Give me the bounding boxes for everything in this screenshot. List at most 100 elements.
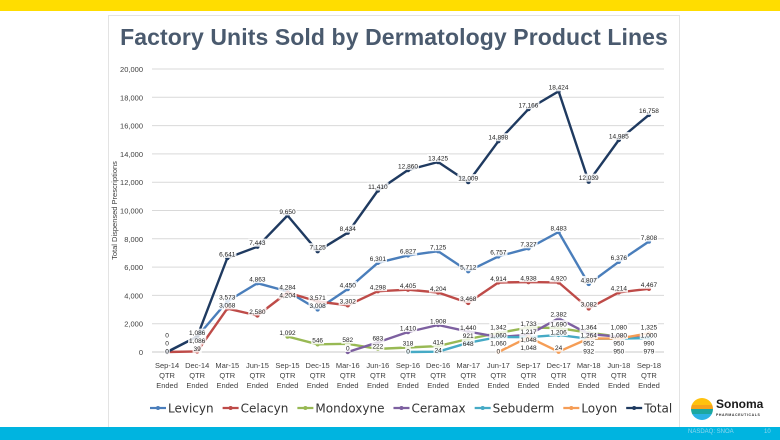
data-label-bg (278, 328, 297, 337)
data-label-ceramax: 2,382 (550, 312, 567, 319)
legend-marker-sebuderm (480, 406, 485, 410)
data-label-bg (433, 346, 443, 355)
data-label-bg (607, 131, 630, 140)
legend-marker-ceramax (399, 406, 404, 410)
data-label-bg (188, 336, 207, 345)
data-label-bg (609, 284, 628, 293)
legend-label-total: Total (643, 402, 672, 416)
data-label-total: 18,424 (549, 85, 569, 92)
data-label-sebuderm: 0 (406, 348, 410, 355)
y-tick-label: 0 (139, 348, 143, 357)
data-label-bg (553, 343, 564, 352)
data-label-total: 6,641 (219, 251, 236, 258)
data-label-bg (248, 275, 267, 284)
x-tick-label: Mar-17 (456, 361, 480, 370)
data-label-bg (519, 319, 538, 328)
data-label-sebuderm: 1,060 (490, 340, 507, 347)
data-label-levicyn: 4,807 (581, 277, 598, 284)
y-tick-label: 16,000 (120, 122, 143, 131)
data-label-bg (398, 324, 418, 333)
data-label-total: 1,086 (189, 338, 206, 345)
data-label-bg (549, 320, 568, 329)
x-tick-label: Mar-16 (336, 361, 360, 370)
y-tick-label: 12,000 (120, 178, 143, 187)
data-label-mondoxyne: 1,080 (611, 324, 628, 331)
data-label-bg (489, 323, 508, 331)
x-tick-label: Ended (156, 381, 178, 390)
data-label-bg (519, 327, 538, 336)
x-tick-label: Jun-18 (607, 361, 630, 370)
x-tick-label: QTR (400, 371, 416, 380)
x-tick-label: Ended (518, 381, 540, 390)
x-tick-label: QTR (370, 371, 386, 380)
legend-marker-total (632, 406, 637, 410)
x-tick-label: Ended (186, 381, 208, 390)
x-tick-label: Jun-16 (366, 361, 389, 370)
x-tick-label: QTR (159, 371, 175, 380)
legend-label-levicyn: Levicyn (168, 402, 214, 416)
data-label-bg (639, 233, 659, 242)
data-label-mondoxyne: 1,364 (581, 324, 598, 331)
data-label-bg (341, 335, 355, 344)
x-tick-label: Sep-18 (637, 361, 661, 370)
y-axis-label: Total Dispensed Prescriptions (110, 161, 119, 260)
data-label-bg (639, 323, 659, 331)
data-label-total: 9,650 (279, 209, 296, 216)
x-tick-label: QTR (430, 371, 446, 380)
x-tick-label: QTR (219, 371, 235, 380)
data-label-sebuderm: 1,048 (520, 337, 537, 344)
data-label-celacyn: 39 (194, 346, 202, 353)
data-label-bg (428, 284, 448, 293)
data-label-levicyn: 0 (165, 332, 169, 339)
data-label-ceramax: 1,217 (520, 329, 537, 336)
y-tick-label: 8,000 (124, 235, 143, 244)
data-label-bg (248, 307, 267, 316)
data-label-celacyn: 3,068 (219, 303, 236, 310)
data-label-bg (164, 331, 170, 339)
series-line-total (166, 90, 650, 354)
data-label-bg (612, 339, 626, 347)
data-label-bg (549, 274, 568, 283)
legend-marker-mondoxyne (303, 406, 308, 410)
data-label-total: 14,985 (609, 133, 629, 140)
data-label-bg (549, 328, 568, 337)
data-label-loyon: 1,048 (520, 345, 537, 352)
legend-marker-loyon (569, 406, 574, 410)
data-label-bg (398, 281, 418, 290)
x-tick-label: Ended (578, 381, 600, 390)
data-label-bg (338, 297, 357, 306)
data-label-levicyn: 3,008 (310, 303, 327, 310)
x-tick-label: QTR (611, 371, 627, 380)
data-label-mondoxyne: 921 (463, 333, 474, 340)
data-label-total: 16,758 (639, 108, 659, 115)
legend-label-celacyn: Celacyn (241, 402, 289, 416)
x-tick-label: QTR (249, 371, 265, 380)
data-label-mondoxyne: 1,342 (490, 324, 507, 331)
y-tick-label: 20,000 (120, 65, 143, 74)
x-tick-label: Ended (548, 381, 570, 390)
data-label-bg (549, 223, 568, 232)
data-label-bg (519, 274, 538, 283)
data-label-celacyn: 4,938 (520, 275, 537, 282)
data-label-celacyn: 0 (165, 340, 169, 347)
data-label-bg (401, 339, 415, 347)
data-label-bg (344, 344, 351, 352)
x-tick-label: Mar-18 (577, 361, 601, 370)
x-tick-label: QTR (490, 371, 506, 380)
data-label-bg (612, 347, 626, 355)
x-tick-label: Ended (397, 381, 419, 390)
data-label-ceramax: 1,060 (490, 332, 507, 339)
x-tick-label: Ended (277, 381, 299, 390)
data-label-bg (577, 173, 600, 182)
x-tick-label: Dec-17 (546, 361, 570, 370)
x-tick-label: Dec-15 (306, 361, 330, 370)
data-label-bg (461, 331, 475, 340)
data-label-bg (489, 274, 508, 283)
x-tick-label: Ended (247, 381, 269, 390)
x-tick-label: Sep-15 (275, 361, 299, 370)
x-tick-label: Sep-17 (516, 361, 540, 370)
y-tick-label: 4,000 (124, 291, 143, 300)
data-label-celacyn: 4,405 (400, 283, 417, 290)
top-accent-bar (0, 0, 780, 11)
y-tick-label: 2,000 (124, 320, 143, 329)
